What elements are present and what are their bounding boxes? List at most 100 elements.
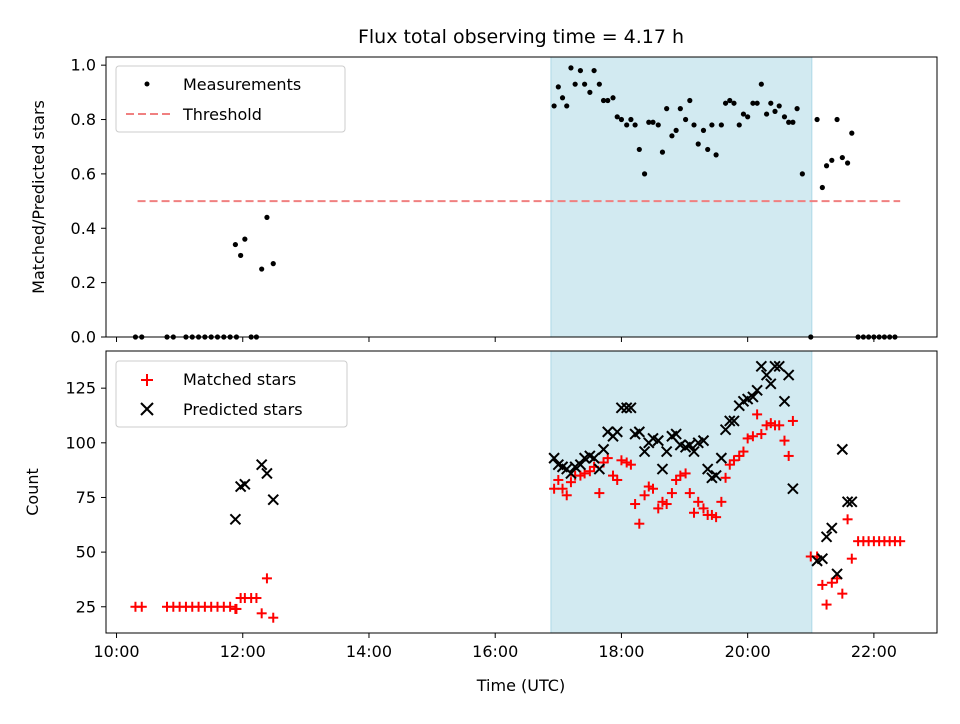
y-axis-label-bottom: Count — [23, 468, 42, 516]
x-stroke — [620, 402, 633, 414]
x-stroke — [656, 463, 669, 475]
x-stroke — [597, 443, 610, 456]
predicted-star-point — [728, 415, 740, 427]
x-stroke — [670, 428, 682, 440]
matched-star-point — [634, 518, 645, 529]
matched-star-point — [684, 488, 695, 499]
panel-top-frame — [105, 56, 938, 338]
x-stroke — [826, 522, 838, 534]
matched-star-point — [693, 496, 704, 507]
predicted-star-point — [684, 439, 696, 451]
measurement-point — [238, 252, 244, 259]
y-tick-label: 1.0 — [71, 56, 96, 75]
x-stroke — [760, 369, 773, 381]
predicted-star-point — [841, 496, 854, 508]
predicted-star-point — [565, 467, 577, 480]
y-tick-label: 50 — [76, 543, 96, 562]
measurement-point — [754, 100, 760, 106]
measurement-point — [664, 106, 670, 112]
y-axis-label-top: Matched/Predicted stars — [29, 100, 48, 294]
x-stroke — [769, 360, 781, 373]
measurement-point — [669, 133, 675, 139]
measurement-point — [763, 111, 770, 117]
measurement-point — [572, 81, 578, 87]
measurement-point — [834, 116, 840, 123]
measurement-point — [600, 97, 607, 104]
x-stroke — [710, 469, 722, 482]
legend-top-box — [115, 65, 346, 133]
matched-star-point — [837, 588, 848, 599]
measurement-point — [691, 122, 697, 128]
measurement-point — [740, 111, 747, 117]
measurement-point — [794, 106, 800, 112]
measurement-point — [577, 67, 584, 74]
x-stroke — [574, 458, 587, 471]
legend-matched-marker — [141, 374, 153, 386]
legend-measurements-label: Measurements — [183, 75, 301, 94]
measurement-point — [849, 130, 855, 136]
matched-star-point — [747, 431, 758, 442]
x-stroke — [556, 461, 569, 473]
x-stroke — [584, 450, 596, 462]
predicted-star-point — [778, 395, 791, 407]
matched-star-point — [616, 455, 627, 466]
matched-star-point — [225, 601, 236, 612]
measurement-point — [655, 122, 661, 128]
predicted-star-point — [588, 452, 600, 464]
measurement-point — [745, 114, 751, 120]
measurement-point — [632, 122, 638, 128]
measurement-point — [705, 146, 711, 153]
measurement-point — [758, 81, 764, 87]
shaded-interval-rect — [550, 56, 813, 338]
x-stroke — [548, 452, 560, 464]
measurement-point — [768, 100, 774, 106]
matched-star-point — [639, 490, 650, 501]
measurement-point — [687, 97, 693, 104]
matched-star-point — [136, 601, 147, 612]
legend-predicted-label: Predicted stars — [183, 400, 303, 419]
x-stroke — [715, 452, 728, 464]
measurement-point — [605, 97, 611, 104]
predicted-star-point — [710, 469, 722, 482]
matched-star-point — [774, 420, 785, 431]
predicted-star-point — [267, 493, 279, 506]
predicted-star-point — [701, 463, 714, 475]
x-stroke — [261, 467, 273, 480]
predicted-star-point — [836, 443, 849, 456]
legend-bottom-box — [115, 360, 348, 428]
x-stroke — [782, 369, 795, 381]
measurement-point — [673, 127, 679, 133]
matched-star-point — [230, 603, 241, 614]
legend-top: Measurements Threshold — [115, 65, 346, 133]
x-stroke — [267, 493, 279, 506]
predicted-star-point — [660, 445, 673, 458]
legend-matched-label: Matched stars — [183, 370, 296, 389]
matched-star-point — [557, 483, 568, 494]
measurement-point — [682, 116, 689, 123]
predicted-star-point — [239, 478, 251, 491]
measurement-point — [555, 84, 561, 90]
y-tick-label: 100 — [65, 433, 96, 452]
measurement-point — [823, 163, 830, 169]
x-stroke — [820, 531, 833, 543]
predicted-star-point — [846, 496, 858, 508]
predicted-star-point — [229, 513, 242, 526]
x-tick-label: 18:00 — [598, 642, 644, 661]
predicted-star-point — [715, 452, 728, 464]
measurement-point — [819, 184, 825, 191]
x-stroke — [751, 384, 763, 397]
predicted-star-point — [656, 463, 669, 475]
x-stroke — [701, 463, 714, 475]
x-stroke — [633, 426, 646, 438]
y-axis-bottom-ticks: 25 50 75 100 125 — [65, 379, 106, 616]
measurement-point — [829, 157, 835, 163]
measurement-point — [718, 122, 724, 128]
matched-star-point — [549, 483, 560, 494]
x-stroke — [588, 452, 600, 464]
measurement-point — [772, 108, 778, 114]
matched-star-point — [647, 483, 658, 494]
x-stroke — [660, 445, 673, 458]
matched-star-point — [716, 496, 727, 507]
measurement-point — [559, 95, 566, 101]
x-tick-label: 22:00 — [851, 642, 897, 661]
